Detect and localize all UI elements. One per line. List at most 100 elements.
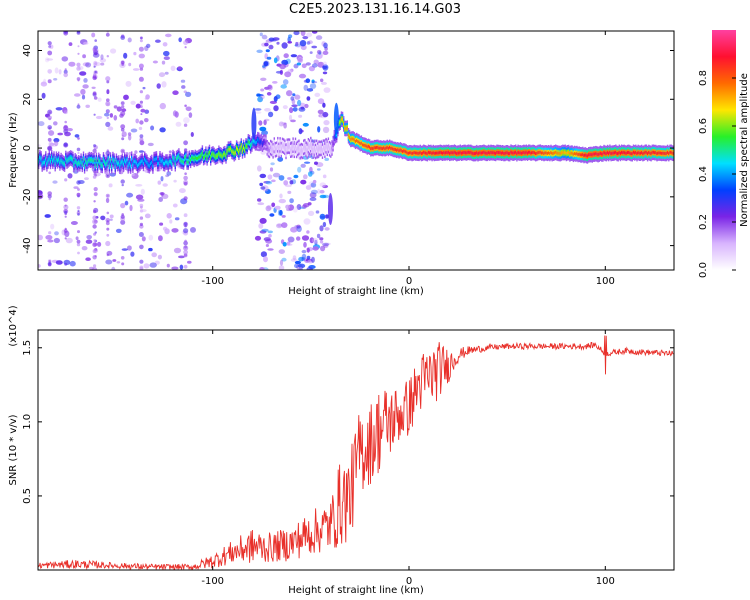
y-tick-label: -20 — [22, 189, 33, 205]
spectrogram-ridge-cell — [138, 163, 140, 167]
spectrogram-ridge-cell — [650, 152, 652, 155]
spectrogram-ridge-cell — [237, 147, 239, 151]
spectrogram-ridge-cell — [233, 152, 235, 156]
spectrogram-speckle — [93, 210, 97, 214]
spectrogram-speckle — [137, 198, 145, 202]
spectrogram-speckle — [183, 117, 190, 124]
spectrogram-ridge-cell — [149, 162, 152, 166]
spectrogram-speckle — [64, 68, 67, 71]
spectrogram-ridge-cell — [293, 148, 295, 152]
spectrogram-speckle — [61, 56, 69, 62]
spectrogram-speckle — [48, 141, 53, 147]
spectrogram-speckle — [81, 246, 88, 251]
spectrogram-ridge-cell — [286, 144, 288, 148]
spectrogram-ridge-cell — [631, 152, 633, 156]
spectrogram-ridge-cell — [264, 140, 266, 144]
spectrogram-speckle — [52, 180, 58, 184]
spectrogram-ridge-cell — [131, 157, 133, 161]
spectrogram-ridge-cell — [82, 157, 85, 161]
spectrogram-ridge-cell — [404, 149, 406, 153]
spectrogram-ridge-cell — [636, 152, 638, 155]
spectrogram-ridge-cell — [217, 154, 219, 158]
spectrogram-speckle — [38, 121, 45, 127]
snr-multiplier-label: (x10^4) — [8, 305, 19, 346]
spectrogram-ridge-cell — [247, 140, 249, 144]
y-tick-label: 1.0 — [22, 414, 33, 430]
spectrogram-speckle — [183, 245, 189, 251]
spectrogram-speckle — [308, 171, 313, 177]
spectrogram-ridge-cell — [400, 149, 403, 152]
spectrogram-ridge-cell — [537, 151, 539, 155]
spectrogram-speckle — [92, 148, 97, 153]
spectrogram-speckle — [149, 262, 157, 268]
spectrogram-ridge-cell — [625, 151, 628, 155]
spectrogram-ridge-cell — [498, 151, 500, 155]
spectrogram-ridge-cell — [588, 153, 590, 157]
spectrogram-speckle — [298, 114, 303, 118]
spectrogram-speckle — [179, 188, 186, 194]
spectrogram-speckle — [92, 215, 97, 220]
spectrogram-ridge-cell — [432, 151, 434, 154]
spectrogram-ridge-cell — [576, 152, 578, 156]
spectrogram-ridge-cell — [142, 161, 145, 165]
spectrogram-speckle — [311, 237, 318, 244]
spectrogram-speckle — [298, 263, 306, 269]
spectrogram-speckle — [106, 211, 110, 215]
spectrogram-ridge-cell — [287, 144, 290, 148]
spectrogram-speckle — [67, 128, 73, 132]
spectrogram-speckle — [121, 137, 125, 141]
spectrogram-speckle — [105, 217, 111, 223]
spectrogram-speckle — [76, 192, 81, 197]
spectrogram-speckle — [160, 192, 164, 197]
spectrogram-ridge-cell — [551, 152, 553, 155]
spectrogram-speckle — [173, 179, 177, 183]
spectrogram-speckle — [311, 45, 318, 49]
spectrogram-ridge-cell — [225, 154, 227, 158]
spectrogram-ridge-cell — [578, 152, 580, 156]
spectrogram-speckle — [92, 175, 97, 179]
spectrogram-ridge-cell — [61, 160, 63, 164]
x-tick-label: 100 — [596, 576, 615, 587]
spectrogram-speckle — [266, 56, 272, 60]
spectrogram-speckle — [54, 231, 59, 236]
spectrogram-speckle — [106, 109, 110, 113]
spectrogram-speckle — [64, 215, 67, 218]
spectrogram-speckle — [301, 249, 307, 254]
colorbar-ticks: 0.0 0.2 0.4 0.6 0.8 — [698, 70, 736, 278]
spectrogram-speckle — [106, 116, 110, 120]
spectrogram-ridge-cell — [663, 151, 665, 155]
spectrogram-ticks: -100 0 100 -40 -20 0 20 40 — [22, 31, 674, 287]
spectrogram-ridge-cell — [582, 153, 584, 156]
spectrogram-speckle — [158, 197, 163, 202]
spectrogram-ridge-cell — [62, 161, 65, 165]
spectrogram-ridge-cell — [608, 152, 610, 155]
spectrogram-ridge-cell — [398, 149, 400, 153]
spectrogram-ridge-cell — [178, 154, 180, 158]
spectrogram-speckle — [156, 83, 161, 89]
spectrogram-speckle — [68, 61, 76, 67]
spectrogram-speckle — [148, 234, 154, 241]
spectrogram-ridge-cell — [195, 157, 198, 160]
spectrogram-ridge-cell — [63, 162, 66, 166]
spectrogram-ridge-cell — [267, 148, 270, 152]
spectrogram-speckle — [178, 37, 182, 43]
spectrogram-speckle — [177, 66, 182, 70]
spectrogram-ridge-cell — [595, 152, 597, 156]
spectrogram-speckle — [126, 245, 132, 251]
spectrogram-ridge-cell — [559, 152, 562, 155]
spectrogram-speckle — [183, 90, 187, 93]
spectrogram-speckle — [53, 140, 59, 146]
spectrogram-ridge-cell — [172, 156, 174, 159]
spectrogram-ridge-cell — [284, 145, 286, 149]
spectrogram-ridge-cell — [119, 164, 121, 168]
spectrogram-speckle — [85, 257, 91, 262]
spectrogram-ridge-cell — [662, 151, 664, 155]
spectrogram-ridge-cell — [471, 151, 473, 155]
spectrogram-speckle — [38, 234, 43, 241]
spectrogram-speckle — [290, 258, 298, 262]
spectrogram-speckle — [130, 128, 138, 133]
spectrogram-speckle — [305, 78, 311, 83]
spectrogram-ridge-cell — [418, 151, 420, 155]
spectrogram-speckle — [324, 227, 330, 231]
spectrogram-ridge-cell — [597, 153, 599, 156]
